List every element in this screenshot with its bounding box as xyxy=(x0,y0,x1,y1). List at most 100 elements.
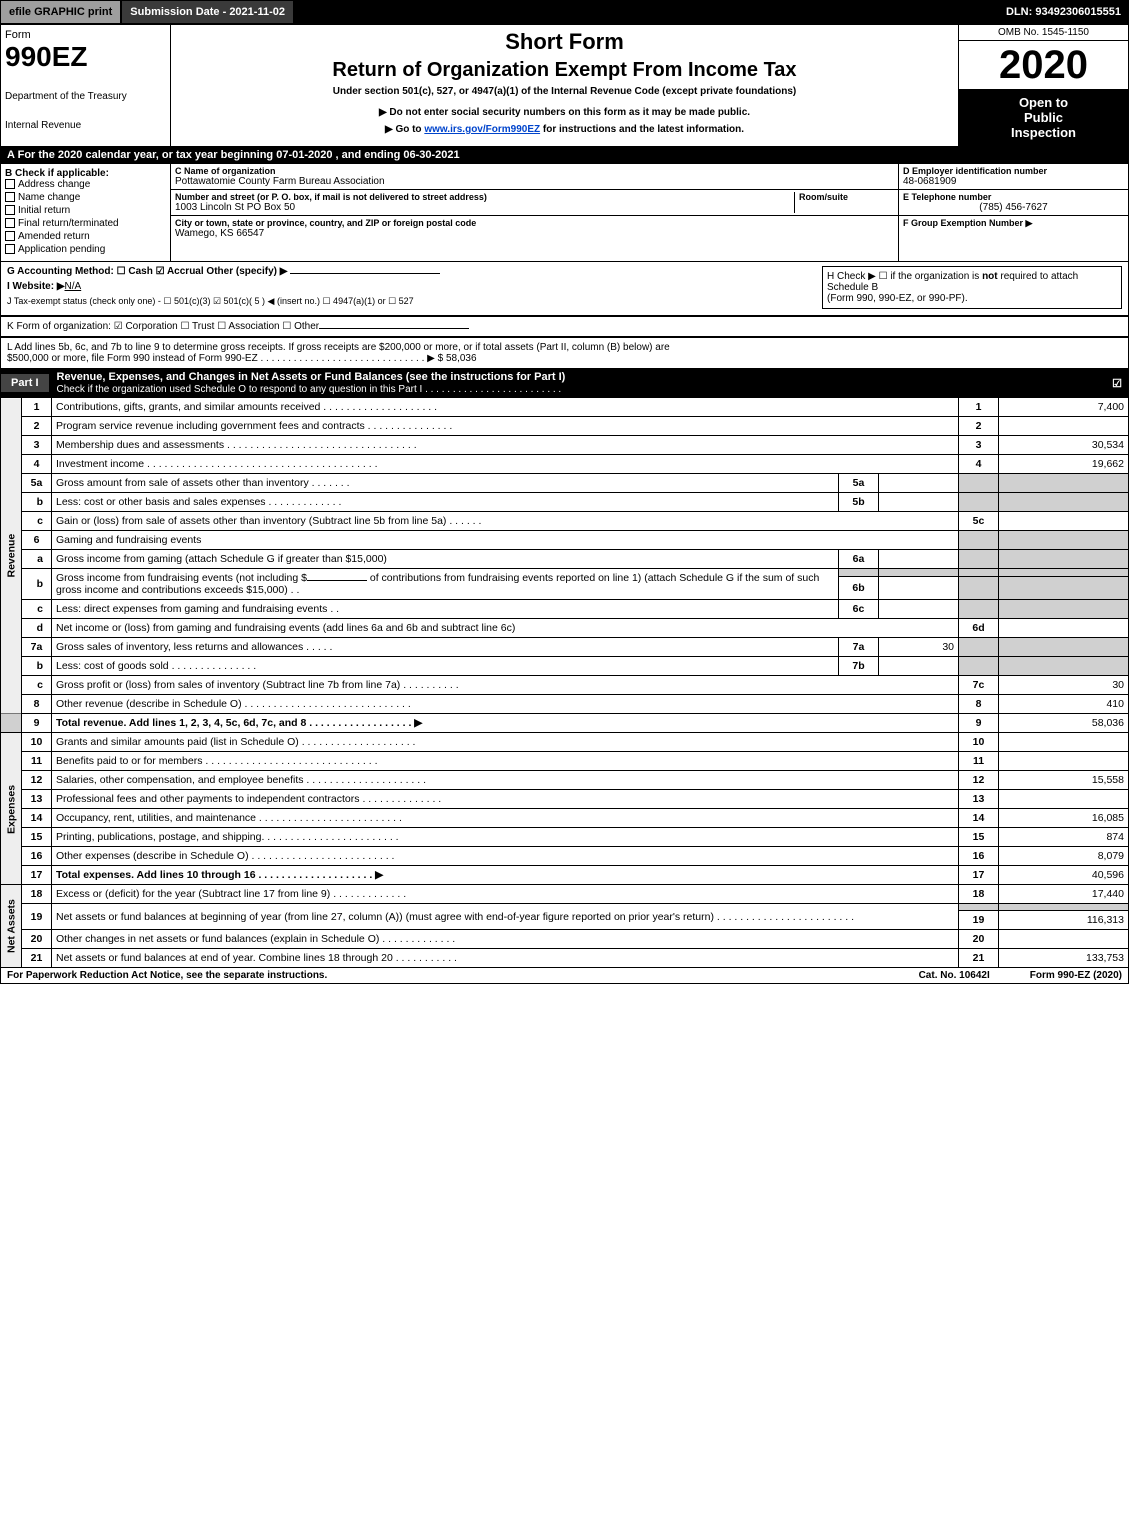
row-box: 5b xyxy=(839,493,879,512)
i-label: I Website: ▶ xyxy=(7,281,65,292)
row-num: 7a xyxy=(22,638,52,657)
ck-name-label: Name change xyxy=(18,192,80,203)
row-linenum: 20 xyxy=(959,930,999,949)
form-word: Form xyxy=(5,29,166,41)
row-val: 8,079 xyxy=(999,847,1129,866)
row-desc: Professional fees and other payments to … xyxy=(52,790,959,809)
row-linenum: 8 xyxy=(959,695,999,714)
row-desc: Gross sales of inventory, less returns a… xyxy=(52,638,839,657)
row-boxval xyxy=(879,550,959,569)
row-linenum: 13 xyxy=(959,790,999,809)
row-desc: Less: cost or other basis and sales expe… xyxy=(52,493,839,512)
row-num: 4 xyxy=(22,455,52,474)
row-linenum: 6d xyxy=(959,619,999,638)
row-val: 874 xyxy=(999,828,1129,847)
header-left: Form 990EZ Department of the Treasury In… xyxy=(1,25,171,146)
h-text1: H Check ▶ ☐ if the organization is xyxy=(827,271,982,282)
row-num: 15 xyxy=(22,828,52,847)
irs-link[interactable]: www.irs.gov/Form990EZ xyxy=(424,124,540,135)
row-val xyxy=(999,619,1129,638)
link-post: for instructions and the latest informat… xyxy=(540,124,744,135)
row-linenum-grey xyxy=(959,474,999,493)
b-label: B Check if applicable: xyxy=(5,168,166,179)
table-row: 9 Total revenue. Add lines 1, 2, 3, 4, 5… xyxy=(1,714,1129,733)
row-linenum: 7c xyxy=(959,676,999,695)
row-linenum-grey xyxy=(959,904,999,911)
ck-final-label: Final return/terminated xyxy=(18,218,119,229)
row-desc: Gross profit or (loss) from sales of inv… xyxy=(52,676,959,695)
table-row: 14 Occupancy, rent, utilities, and maint… xyxy=(1,809,1129,828)
table-row: 3 Membership dues and assessments . . . … xyxy=(1,436,1129,455)
row-linenum: 4 xyxy=(959,455,999,474)
e-label: E Telephone number xyxy=(903,192,1124,202)
row-desc: Gross income from gaming (attach Schedul… xyxy=(52,550,839,569)
efile-print-button[interactable]: efile GRAPHIC print xyxy=(0,0,121,24)
row-val: 40,596 xyxy=(999,866,1129,885)
inspect-2: Public xyxy=(963,110,1124,125)
row-val-grey xyxy=(999,550,1129,569)
row-box-grey xyxy=(839,569,879,577)
checkbox-icon[interactable] xyxy=(5,218,15,228)
row-desc: Occupancy, rent, utilities, and maintena… xyxy=(52,809,959,828)
row-boxval-grey xyxy=(879,569,959,577)
row-val-grey xyxy=(999,657,1129,676)
row-box: 6c xyxy=(839,600,879,619)
row-linenum-grey xyxy=(959,531,999,550)
k-text: K Form of organization: ☑ Corporation ☐ … xyxy=(7,321,319,332)
row-linenum-grey xyxy=(959,569,999,577)
return-title: Return of Organization Exempt From Incom… xyxy=(175,59,954,82)
row-num: 1 xyxy=(22,398,52,417)
row-desc-6b: Gross income from fundraising events (no… xyxy=(52,569,839,600)
table-row: d Net income or (loss) from gaming and f… xyxy=(1,619,1129,638)
row-boxval xyxy=(879,657,959,676)
l-text2: $500,000 or more, file Form 990 instead … xyxy=(7,353,1122,364)
table-row: 17 Total expenses. Add lines 10 through … xyxy=(1,866,1129,885)
row-desc: Total expenses. Add lines 10 through 16 … xyxy=(52,866,959,885)
checkbox-icon[interactable] xyxy=(5,179,15,189)
row-desc: Gain or (loss) from sale of assets other… xyxy=(52,512,959,531)
checkbox-icon[interactable] xyxy=(5,192,15,202)
h-text3: (Form 990, 990-EZ, or 990-PF). xyxy=(827,293,968,304)
tax-year-a: A xyxy=(7,149,15,161)
row-val: 410 xyxy=(999,695,1129,714)
city-label: City or town, state or province, country… xyxy=(175,218,894,228)
row-num: 12 xyxy=(22,771,52,790)
table-row: 4 Investment income . . . . . . . . . . … xyxy=(1,455,1129,474)
row-val-grey xyxy=(999,577,1129,600)
col-d: D Employer identification number 48-0681… xyxy=(898,164,1128,261)
expenses-side-label: Expenses xyxy=(1,733,22,885)
table-row: 5a Gross amount from sale of assets othe… xyxy=(1,474,1129,493)
row-val-grey xyxy=(999,638,1129,657)
under-section: Under section 501(c), 527, or 4947(a)(1)… xyxy=(175,86,954,97)
part1-sub: Check if the organization used Schedule … xyxy=(57,384,562,395)
row-linenum-grey xyxy=(959,657,999,676)
row-num: 21 xyxy=(22,949,52,968)
row-val-grey xyxy=(999,531,1129,550)
open-to-public: Open to Public Inspection xyxy=(959,89,1128,146)
ck-initial-label: Initial return xyxy=(18,205,70,216)
table-row: 12 Salaries, other compensation, and emp… xyxy=(1,771,1129,790)
short-form-title: Short Form xyxy=(175,29,954,55)
row-sub: d xyxy=(22,619,52,638)
submission-date-button[interactable]: Submission Date - 2021-11-02 xyxy=(121,0,294,24)
row-linenum: 17 xyxy=(959,866,999,885)
checkbox-icon[interactable] xyxy=(5,205,15,215)
tax-year: 2020 xyxy=(959,41,1128,89)
row-num: 14 xyxy=(22,809,52,828)
city-row: City or town, state or province, country… xyxy=(171,216,898,241)
ck-initial: Initial return xyxy=(5,205,166,216)
table-row: c Less: direct expenses from gaming and … xyxy=(1,600,1129,619)
row-val-grey xyxy=(999,904,1129,911)
c-label: C Name of organization xyxy=(175,166,894,176)
table-row: 2 Program service revenue including gove… xyxy=(1,417,1129,436)
ck-amended: Amended return xyxy=(5,231,166,242)
row-desc: Other revenue (describe in Schedule O) .… xyxy=(52,695,959,714)
row-val: 58,036 xyxy=(999,714,1129,733)
city-value: Wamego, KS 66547 xyxy=(175,228,894,239)
checkbox-icon[interactable] xyxy=(5,231,15,241)
street-label: Number and street (or P. O. box, if mail… xyxy=(175,192,794,202)
row-val xyxy=(999,512,1129,531)
checkbox-icon[interactable] xyxy=(5,244,15,254)
row-box: 5a xyxy=(839,474,879,493)
row-val: 133,753 xyxy=(999,949,1129,968)
